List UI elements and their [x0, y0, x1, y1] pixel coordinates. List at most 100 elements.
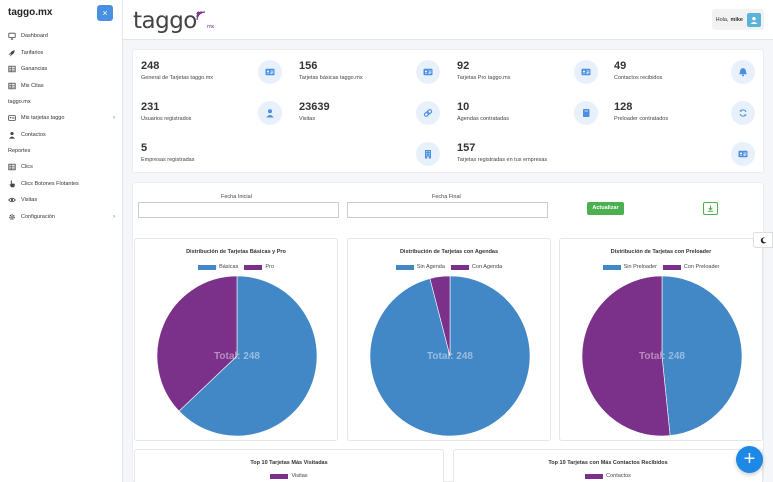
sidebar-item-label: Dashboard: [21, 33, 48, 40]
pie-slice-0[interactable]: [661, 275, 743, 436]
logo-suffix: mx: [206, 24, 214, 30]
logo-text: taggo: [133, 8, 197, 34]
building-icon: [416, 142, 440, 166]
chart-title: Top 10 Tarjetas Más Visitadas: [250, 460, 328, 466]
close-sidebar-button[interactable]: ×: [97, 5, 113, 21]
sidebar-item-label: Clics Botones Flotantes: [21, 180, 79, 187]
chart-legend: Contactos: [454, 473, 762, 479]
sidebar-brand[interactable]: taggo.mx: [8, 7, 53, 18]
start-date-input[interactable]: [138, 202, 339, 218]
eye-icon: [8, 196, 16, 204]
sidebar-item-contactos[interactable]: Contactos: [0, 127, 123, 144]
stat-label: General de Tarjetas taggo.mx: [141, 75, 214, 81]
download-button[interactable]: [703, 202, 718, 215]
refresh-icon: [731, 101, 755, 125]
legend-item-con-agenda[interactable]: Con Agenda: [450, 264, 503, 270]
stat-card: 49 Contactos recibidos: [614, 60, 662, 81]
update-button[interactable]: Actualizar: [587, 202, 624, 215]
sidebar-item-mis-citas[interactable]: Mis Citas: [0, 78, 123, 95]
avatar[interactable]: [747, 12, 761, 27]
legend-swatch: [244, 264, 263, 270]
stat-value: 231: [141, 101, 160, 113]
pie-slice-0[interactable]: [178, 275, 318, 437]
sidebar-item-dashboard[interactable]: Dashboard: [0, 28, 123, 45]
chart-card-top-visitadas: Top 10 Tarjetas Más Visitadas Visitas: [134, 449, 444, 482]
topbar: taggo mx Hola, mike: [123, 0, 773, 40]
add-fab-button[interactable]: +: [736, 446, 763, 473]
legend-label: Con Agenda: [471, 264, 503, 270]
stat-card: 128 Preloader contratados: [614, 101, 668, 122]
chevron-right-icon: ›: [113, 213, 115, 220]
stat-value: 156: [299, 60, 318, 72]
stat-card: 157 Tarjetas registradas en tus empresas: [457, 142, 547, 163]
sidebar-item-mis-tarjetas[interactable]: Mis tarjetas taggo ›: [0, 110, 123, 127]
sidebar-item-ganancias[interactable]: Ganancias: [0, 61, 123, 78]
legend-item-basicas[interactable]: Básicas: [198, 264, 238, 270]
sidebar-item-label: Tarifarios: [21, 49, 44, 56]
stat-value: 128: [614, 101, 633, 113]
legend-swatch: [395, 264, 414, 270]
legend-label: Básicas: [219, 264, 239, 270]
sidebar-item-label: Mis Citas: [21, 82, 44, 89]
sidebar-item-label: Visitas: [21, 197, 38, 204]
username: mike: [730, 16, 743, 23]
legend-label: Sin Preloader: [623, 264, 657, 270]
legend-item-sin-agenda[interactable]: Sin Agenda: [395, 264, 445, 270]
chart-legend: Sin Agenda Con Agenda: [348, 264, 550, 270]
sidebar-item-clics-botones[interactable]: Clics Botones Flotantes: [0, 176, 123, 193]
legend-swatch: [585, 473, 604, 479]
stat-label: Preloader contratados: [614, 116, 669, 122]
stat-value: 5: [141, 142, 148, 154]
stat-label: Empresas registradas: [141, 157, 195, 163]
chart-title: Top 10 Tarjetas con Más Contactos Recibi…: [548, 460, 668, 466]
id-card-icon: [416, 60, 440, 84]
stat-value: 10: [457, 101, 470, 113]
sidebar-item-clics[interactable]: Clics: [0, 159, 123, 176]
rocket-icon: [8, 49, 16, 57]
legend-label: Con Preloader: [683, 264, 720, 270]
monitor-icon: [8, 32, 16, 40]
end-date-label: Fecha Final: [432, 194, 461, 200]
legend-swatch: [450, 264, 469, 270]
stat-label: Contactos recibidos: [614, 75, 663, 81]
user-icon: [258, 101, 282, 125]
legend-item-sin-preloader[interactable]: Sin Preloader: [602, 264, 657, 270]
charts-panel: Fecha Inicial Fecha Final Actualizar Dis…: [132, 182, 764, 482]
pie-chart-preloader: Total: 248: [581, 275, 743, 437]
pointer-icon: [8, 180, 16, 188]
download-icon: [707, 205, 714, 212]
bell-icon: [731, 60, 755, 84]
legend-item-con-preloader[interactable]: Con Preloader: [662, 264, 720, 270]
pie-slice-1[interactable]: [581, 275, 671, 437]
id-card-icon: [731, 142, 755, 166]
sidebar: taggo.mx × Dashboard Tarifarios Ganancias M…: [0, 0, 123, 482]
user-icon: [750, 16, 758, 24]
stat-card: 23639 Visitas: [299, 101, 330, 122]
chart-title: Distribución de Tarjetas con Agendas: [399, 249, 499, 255]
pie-slice-1[interactable]: [156, 275, 238, 412]
legend-item-pro[interactable]: Pro: [244, 264, 274, 270]
chart-title: Distribución de Tarjetas Básicas y Pro: [186, 249, 286, 255]
stat-value: 23639: [299, 101, 330, 113]
pie-slice-1[interactable]: [429, 275, 451, 357]
end-date-input[interactable]: [347, 202, 548, 218]
link-icon: [416, 101, 440, 125]
stat-card: 248 General de Tarjetas taggo.mx: [141, 60, 213, 81]
stat-label: Tarjetas registradas en tus empresas: [457, 157, 548, 163]
legend-swatch: [270, 473, 289, 479]
pie-total-label: Total: 248: [639, 351, 685, 362]
sidebar-item-tarifarios[interactable]: Tarifarios: [0, 45, 123, 62]
user-menu[interactable]: Hola, mike: [711, 9, 764, 30]
sidebar-item-label: Configuración: [21, 213, 55, 220]
sidebar-section-reportes: Reportes: [8, 148, 31, 154]
sidebar-section-taggo: taggo.mx: [8, 99, 31, 105]
legend-item-contactos[interactable]: Contactos: [585, 473, 631, 479]
theme-toggle-button[interactable]: [753, 232, 773, 248]
logo[interactable]: taggo mx: [133, 8, 214, 34]
sidebar-item-visitas[interactable]: Visitas: [0, 192, 123, 209]
stats-panel: 248 General de Tarjetas taggo.mx 156 Tarjet…: [132, 49, 764, 173]
sidebar-item-configuracion[interactable]: Configuración ›: [0, 209, 123, 226]
legend-item-visitas[interactable]: Visitas: [270, 473, 308, 479]
id-card-icon: [574, 60, 598, 84]
stat-card: 92 Tarjetas Pro taggo.mx: [457, 60, 511, 81]
